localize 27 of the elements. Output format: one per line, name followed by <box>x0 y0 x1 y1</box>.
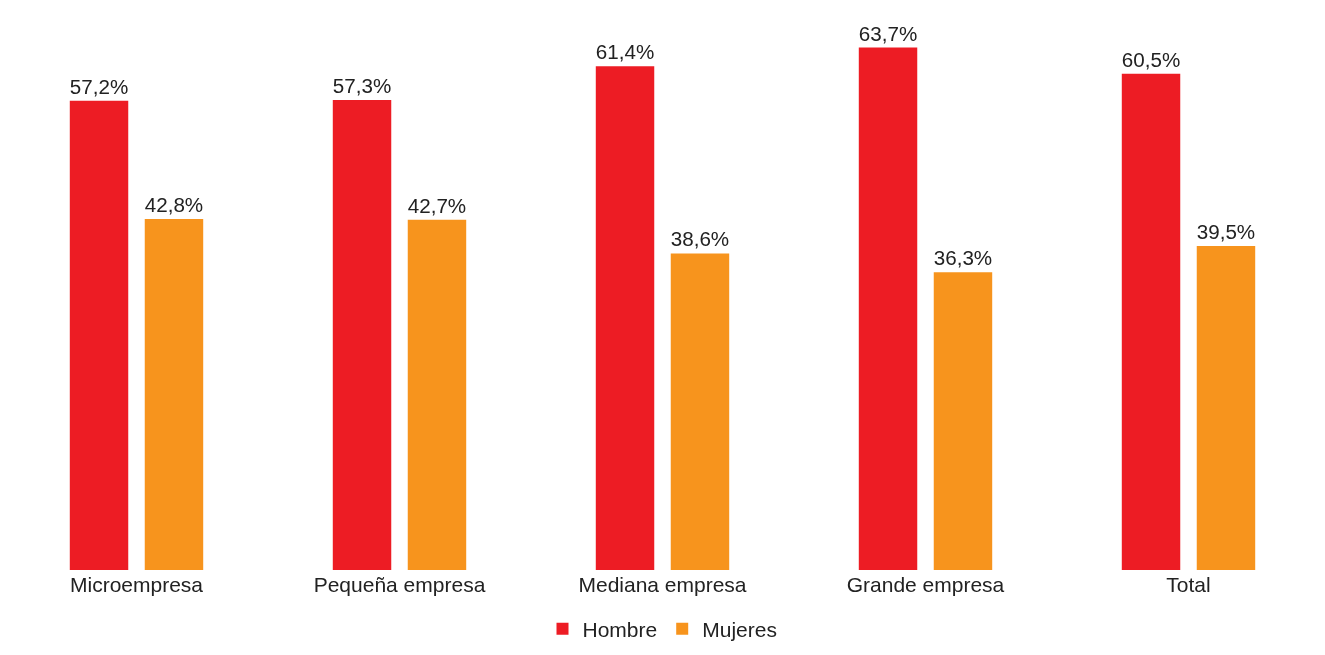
data-label: 61,4% <box>595 40 655 64</box>
data-label: 39,5% <box>1196 220 1256 244</box>
data-label: 60,5% <box>1121 47 1181 71</box>
legend-label: Hombre <box>582 617 658 641</box>
x-tick-label: Mediana empresa <box>578 573 747 596</box>
data-label: 57,2% <box>69 74 129 98</box>
data-label: 42,8% <box>144 193 204 216</box>
bar <box>670 253 730 570</box>
bar <box>1121 73 1181 570</box>
legend-label: Mujeres <box>702 617 777 641</box>
bar <box>144 218 204 570</box>
bar <box>595 66 655 570</box>
data-label: 38,6% <box>670 227 730 251</box>
bar <box>1196 246 1256 570</box>
bar <box>858 47 918 570</box>
data-label: 36,3% <box>933 246 993 270</box>
data-label: 57,3% <box>332 74 392 98</box>
data-label: 42,7% <box>407 193 467 217</box>
x-tick-label: Grande empresa <box>846 573 1005 596</box>
x-tick-label: Pequeña empresa <box>313 573 486 596</box>
bar <box>407 219 467 570</box>
bar <box>332 100 392 570</box>
data-label: 63,7% <box>858 21 918 45</box>
bar <box>933 272 993 570</box>
x-tick-label: Microempresa <box>69 573 204 596</box>
bar <box>69 100 129 570</box>
x-tick-label: Total <box>1166 573 1211 596</box>
